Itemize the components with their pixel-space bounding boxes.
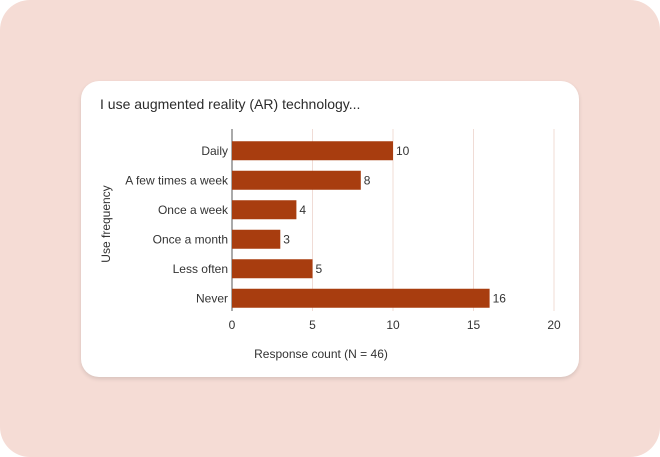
grid-lines (231, 129, 555, 311)
x-tick-labels: 0 5 10 15 20 (229, 318, 561, 332)
x-tick-label: 20 (547, 318, 561, 332)
bar-less-often (232, 259, 313, 279)
x-tick-label: 15 (467, 318, 481, 332)
x-axis-title: Response count (N = 46) (254, 347, 388, 361)
category-label: Daily (201, 144, 228, 158)
x-tick-label: 10 (386, 318, 400, 332)
category-label: Less often (173, 262, 228, 276)
chart-card: I use augmented reality (AR) technology.… (81, 81, 579, 377)
bar-never (232, 288, 490, 308)
value-label: 5 (316, 262, 323, 276)
category-label: Never (196, 291, 228, 305)
value-label: 3 (283, 232, 290, 246)
bar-daily (232, 141, 393, 161)
value-label: 4 (299, 203, 306, 217)
bar-a-few-times-a-week (232, 170, 361, 190)
x-tick-label: 0 (229, 318, 236, 332)
value-labels: 10 8 4 3 5 16 (283, 144, 506, 306)
bar-once-a-week (232, 200, 297, 220)
category-label: Once a month (153, 232, 228, 246)
bar-once-a-month (232, 229, 281, 249)
value-label: 8 (364, 173, 371, 187)
x-tick-label: 5 (309, 318, 316, 332)
value-label: 16 (493, 291, 507, 305)
category-label: A few times a week (125, 173, 229, 187)
category-label: Once a week (158, 203, 229, 217)
y-axis-title: Use frequency (99, 185, 113, 262)
value-label: 10 (396, 144, 410, 158)
bars (232, 141, 490, 308)
chart-title: I use augmented reality (AR) technology.… (100, 96, 361, 112)
bar-chart: Daily A few times a week Once a week Once a… (99, 129, 561, 361)
category-labels: Daily A few times a week Once a week Once a… (125, 144, 229, 306)
